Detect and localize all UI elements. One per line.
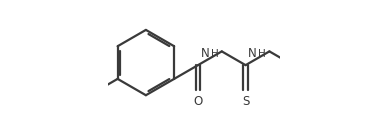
Text: N: N — [201, 48, 210, 60]
Text: H: H — [258, 49, 266, 59]
Text: N: N — [248, 48, 257, 60]
Text: O: O — [193, 95, 203, 108]
Text: S: S — [242, 95, 249, 108]
Text: H: H — [211, 49, 218, 59]
